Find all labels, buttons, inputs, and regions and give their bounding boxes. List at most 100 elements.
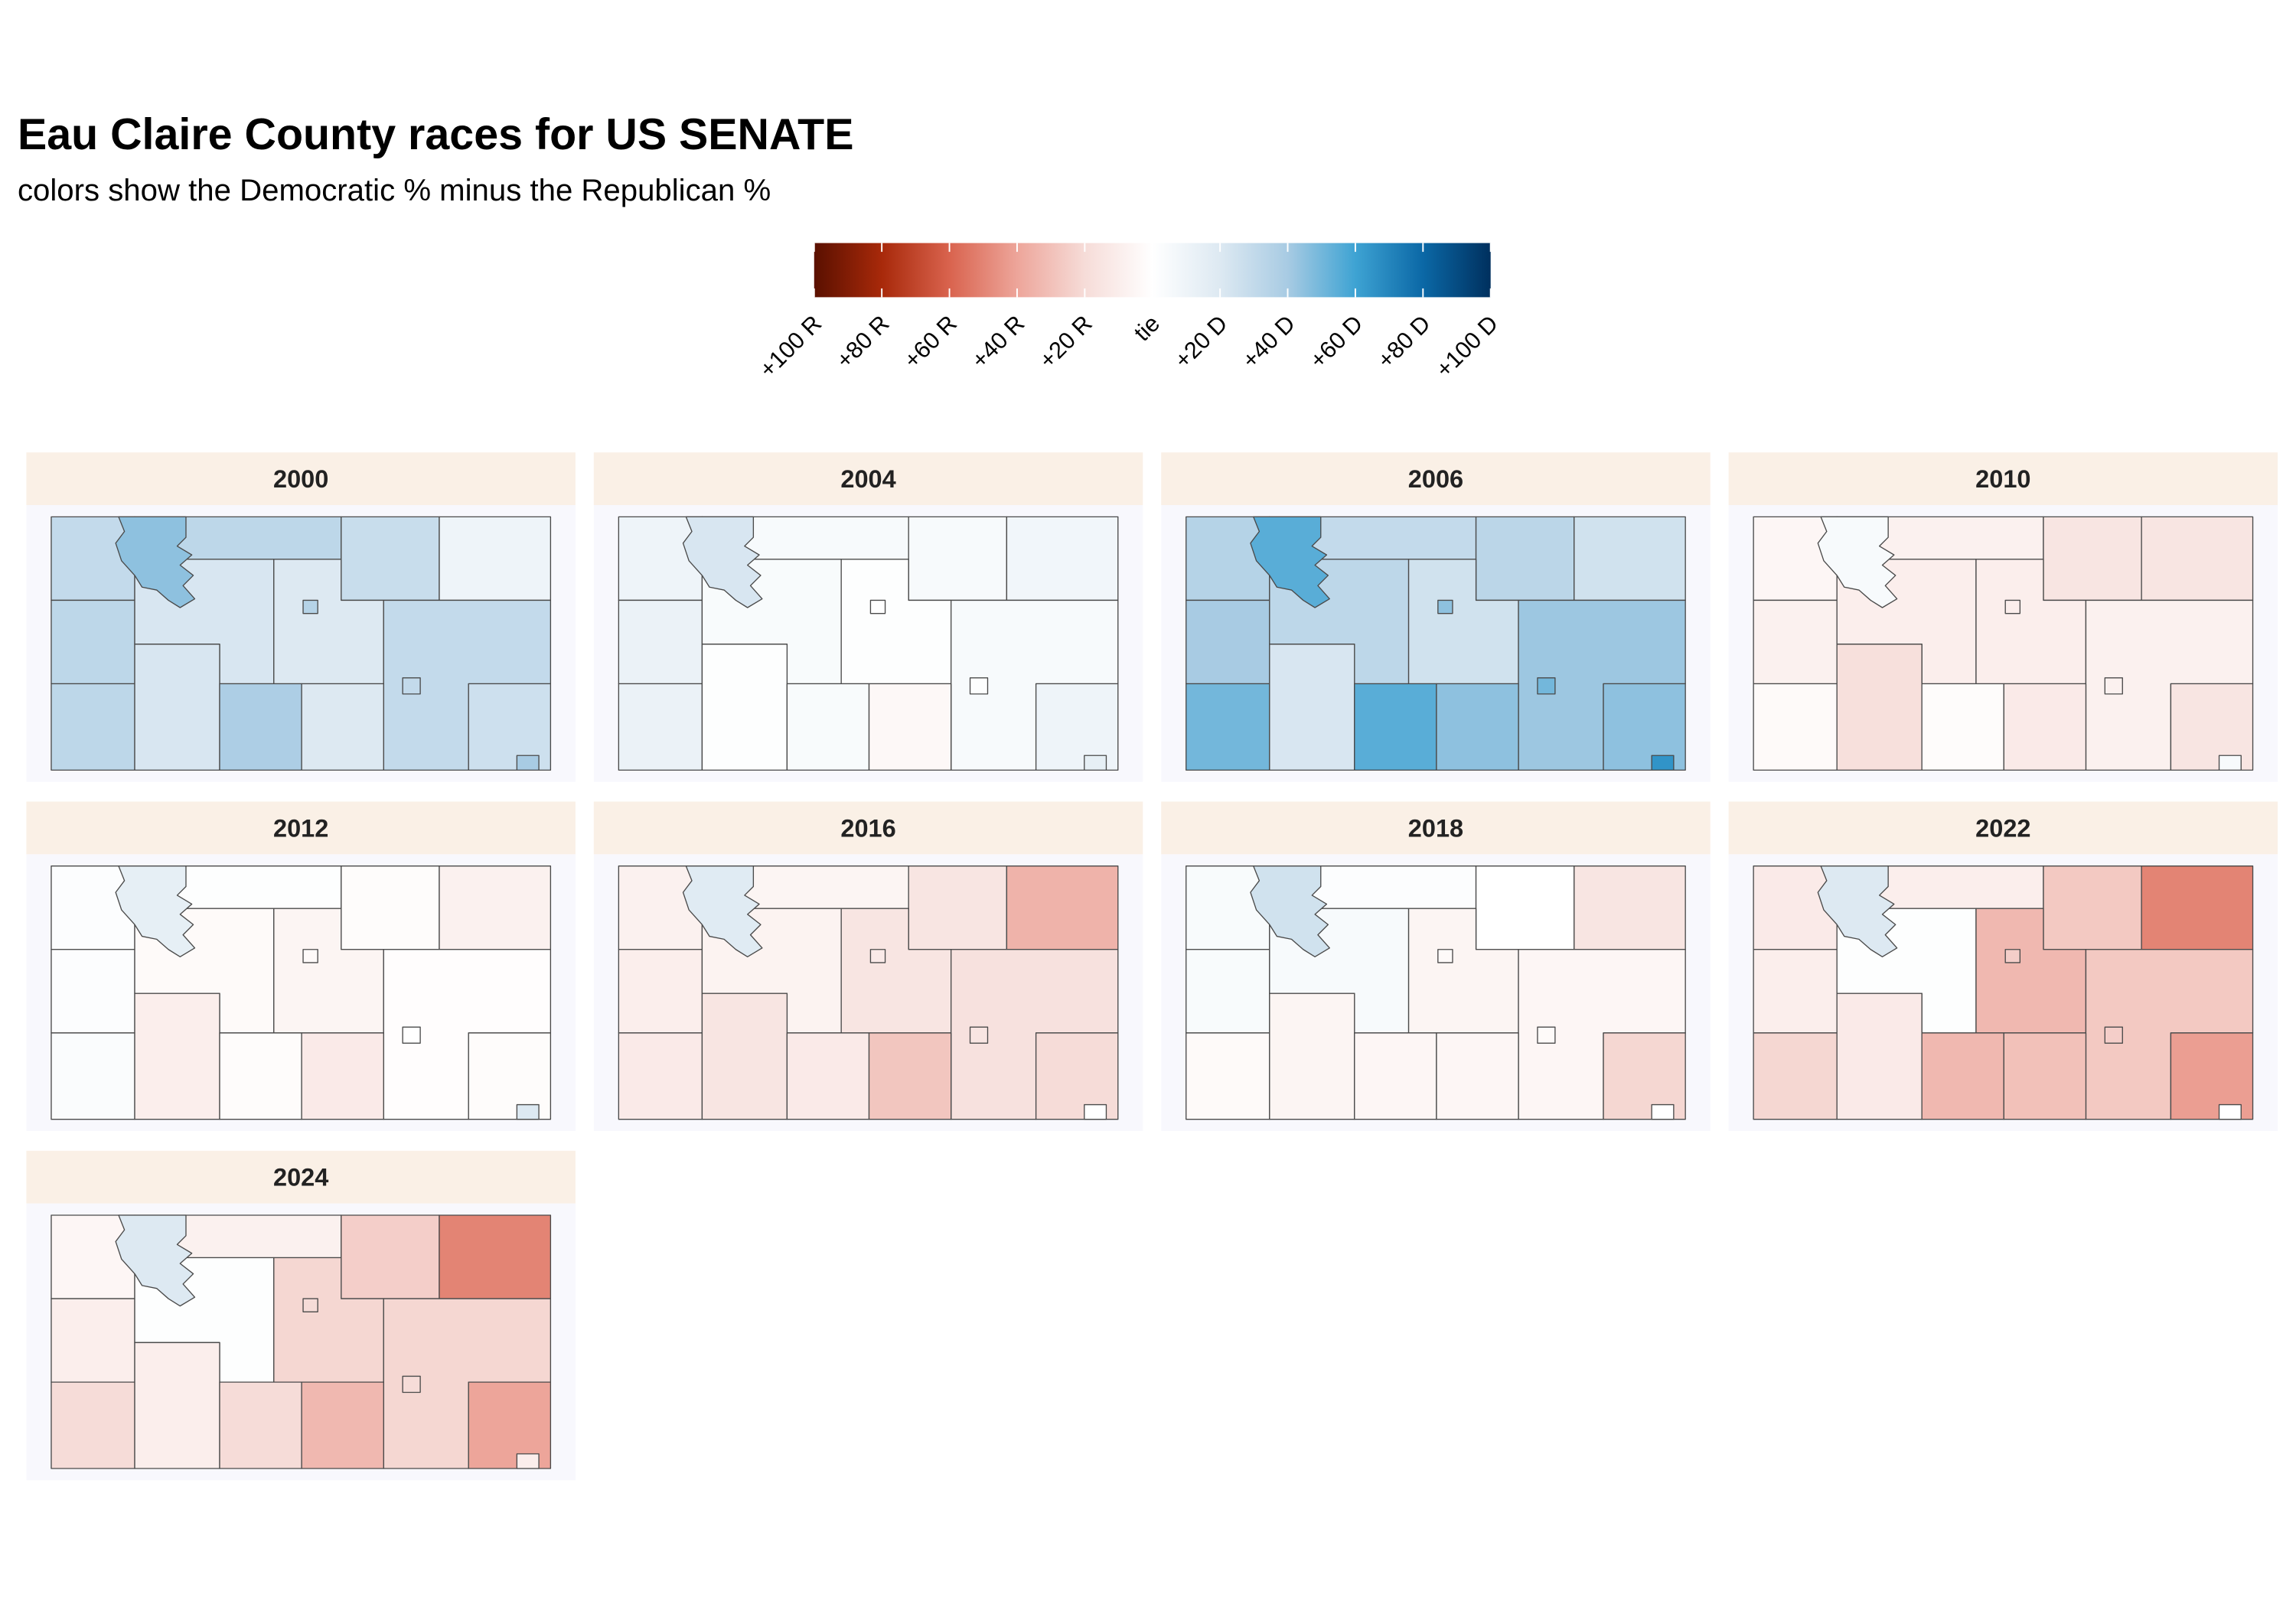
title: Eau Claire County races for US SENATE (18, 110, 854, 159)
municipality (1006, 516, 1119, 601)
municipality (1436, 683, 1519, 771)
municipality (786, 1032, 870, 1120)
municipality (115, 1214, 196, 1307)
municipality (1437, 949, 1453, 963)
municipality (2170, 1032, 2254, 1120)
municipality (402, 1375, 421, 1393)
municipality (969, 677, 989, 695)
municipality (115, 865, 196, 957)
municipality (701, 993, 788, 1120)
municipality (1084, 755, 1107, 771)
facet-strip (593, 801, 1143, 855)
legend-label: +80 D (1372, 311, 1435, 373)
municipality (468, 1032, 552, 1120)
facet-label: 2022 (1975, 814, 2030, 842)
municipality (1817, 865, 1898, 957)
facet-label: 2004 (840, 465, 895, 493)
municipality (51, 1298, 135, 1383)
municipality (618, 949, 703, 1034)
legend-label: +40 D (1238, 311, 1300, 373)
municipality (618, 1032, 703, 1120)
municipality (468, 683, 552, 771)
municipality (301, 1381, 384, 1469)
municipality (341, 1214, 440, 1299)
municipality (219, 683, 302, 771)
legend-label: +60 R (899, 311, 962, 373)
municipality (1537, 1026, 1556, 1044)
municipality (1603, 683, 1686, 771)
municipality (2043, 865, 2142, 950)
municipality (2218, 755, 2242, 771)
municipality (868, 683, 952, 771)
municipality (2003, 683, 2087, 771)
municipality (301, 1032, 384, 1120)
municipality (1753, 599, 1838, 685)
facet-label: 2012 (273, 814, 328, 842)
municipality (341, 516, 440, 601)
municipality (134, 1341, 220, 1469)
legend-label: +60 D (1305, 311, 1368, 373)
municipality (2043, 516, 2142, 601)
municipality (219, 1381, 302, 1469)
municipality (869, 949, 886, 963)
facet-label: 2018 (1408, 814, 1463, 842)
facet-panel: 2004 (593, 452, 1143, 782)
municipality (302, 1298, 318, 1312)
facet-panel: 2010 (1728, 452, 2278, 782)
municipality (2141, 865, 2254, 950)
municipality (1006, 865, 1119, 950)
municipality (1574, 865, 1686, 950)
facet-strip (26, 1150, 576, 1204)
facet-label: 2000 (273, 465, 328, 493)
municipality (1753, 683, 1838, 771)
facet-label: 2024 (273, 1164, 328, 1191)
municipality (1475, 865, 1575, 950)
municipality (869, 599, 886, 614)
legend-bar (814, 243, 1491, 298)
municipality (1186, 683, 1270, 771)
facet-panel: 2024 (26, 1150, 576, 1481)
municipality (302, 599, 318, 614)
facet-panel: 2016 (593, 801, 1143, 1131)
municipality (1436, 1032, 1519, 1120)
facet-label: 2016 (840, 814, 895, 842)
municipality (1651, 1103, 1675, 1120)
municipality (1921, 1032, 2004, 1120)
municipality (1035, 683, 1119, 771)
legend-label: +100 R (755, 311, 827, 383)
municipality (1651, 755, 1675, 771)
municipality (439, 865, 552, 950)
legend-label: +20 R (1034, 311, 1097, 373)
legend-label: +100 D (1431, 311, 1503, 383)
municipality (2104, 1026, 2123, 1044)
municipality (219, 1032, 302, 1120)
legend-label: tie (1129, 311, 1165, 347)
municipality (402, 1026, 421, 1044)
legend-label: +20 D (1169, 311, 1232, 373)
municipality (51, 683, 135, 771)
municipality (1921, 683, 2004, 771)
municipality (908, 516, 1008, 601)
municipality (1836, 993, 1923, 1120)
municipality (134, 993, 220, 1120)
facet-label: 2010 (1975, 465, 2030, 493)
municipality (1186, 1032, 1270, 1120)
municipality (1354, 683, 1437, 771)
municipality (1817, 516, 1898, 608)
facet-panel: 2012 (26, 801, 576, 1131)
facet-panel: 2000 (26, 452, 576, 782)
legend-label: +80 R (831, 311, 894, 373)
municipality (618, 599, 703, 685)
municipality (468, 1381, 552, 1469)
municipality (2104, 677, 2123, 695)
municipality (682, 516, 763, 608)
municipality (1186, 599, 1270, 685)
municipality (2004, 599, 2021, 614)
municipality (618, 683, 703, 771)
municipality (1269, 993, 1355, 1120)
facet-panel: 2006 (1161, 452, 1711, 782)
municipality (402, 677, 421, 695)
municipality (1186, 949, 1270, 1034)
